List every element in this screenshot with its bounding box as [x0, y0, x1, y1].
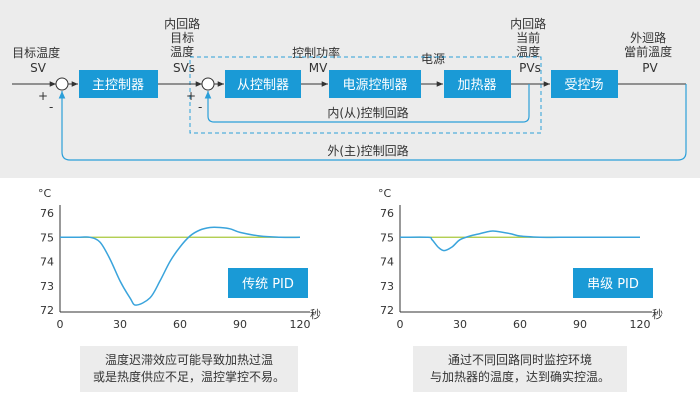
y-tick-label: 76 [380, 207, 394, 220]
inner-loop-label: 内(从)控制回路 [327, 105, 408, 120]
power-controller-label: 电源控制器 [342, 78, 407, 93]
master-controller-label: 主控制器 [92, 78, 144, 93]
pvs-label: 内回路 当前 温度 PVs [510, 16, 550, 75]
outer-feedback-loop [58, 84, 687, 161]
summing-junction-outer [55, 77, 69, 91]
x-tick-label: 120 [290, 318, 311, 331]
master-controller-block [79, 70, 158, 98]
y-unit-label: °C [378, 187, 392, 200]
heater-block [444, 70, 511, 98]
summing-junction-inner [201, 77, 215, 91]
x-tick-label: 0 [397, 318, 404, 331]
x-tick-label: 90 [573, 318, 587, 331]
caption-line: 或是热度供应不足，温控掌控不易。 [92, 370, 285, 384]
outer-loop-label: 外(主)控制回路 [327, 143, 408, 158]
x-tick-label: 60 [513, 318, 527, 331]
power-source-label: 电源 [421, 52, 445, 66]
x-tick-label: 60 [173, 318, 187, 331]
outer-plus-sign: + [38, 89, 48, 103]
heater-label: 加热器 [457, 78, 496, 93]
caption-line: 通过不同回路同时监控环境 [447, 353, 592, 367]
x-tick-label: 90 [233, 318, 247, 331]
chart-traditional-pid: °C 秒 76 75 74 73 720 30 60 90 120 传统 PID [38, 187, 321, 331]
temperature-curve [399, 230, 640, 252]
y-tick-label: 75 [40, 231, 54, 244]
inner-loop-dashed-box [189, 56, 542, 134]
badge-cascade-pid-label: 串级 PID [587, 277, 639, 292]
slave-controller-label: 从控制器 [237, 78, 289, 93]
plant-label: 受控场 [564, 78, 603, 93]
badge-cascade-pid [573, 268, 653, 298]
inner-minus-sign: - [198, 100, 202, 114]
outer-minus-sign: - [49, 100, 53, 114]
x-tick-label: 0 [57, 318, 64, 331]
y-tick-label: 73 [40, 280, 54, 293]
y-tick-label: 74 [380, 256, 394, 269]
badge-traditional-pid-label: 传统 PID [242, 277, 294, 292]
x-unit-label: 秒 [310, 307, 321, 321]
temperature-curve [60, 226, 301, 306]
caption-line: 温度迟滞效应可能导致加热过温 [104, 353, 273, 367]
y-tick-label: 76 [40, 207, 54, 220]
inner-feedback-loop [204, 84, 530, 123]
sv-label: 目标温度 SV [12, 45, 64, 75]
plant-block [551, 70, 618, 98]
y-unit-label: °C [38, 187, 52, 200]
pv-label: 外迴路 當前溫度 PV [624, 30, 676, 75]
inner-plus-sign: + [186, 89, 196, 103]
y-tick-label: 72 [40, 304, 54, 317]
x-tick-label: 30 [453, 318, 467, 331]
y-tick-label: 72 [380, 304, 394, 317]
power-controller-block [329, 70, 421, 98]
caption-line: 与加热器的温度，达到确实控温。 [429, 370, 610, 384]
slave-controller-block [225, 70, 301, 98]
caption-traditional-pid: 温度迟滞效应可能导致加热过温 或是热度供应不足，温控掌控不易。 [80, 346, 298, 392]
caption-cascade-pid: 通过不同回路同时监控环境 与加热器的温度，达到确实控温。 [413, 346, 627, 392]
svs-label: 内回路 目标 温度 SVs [164, 16, 204, 75]
y-tick-label: 74 [40, 256, 54, 269]
x-tick-label: 120 [630, 318, 651, 331]
x-tick-label: 30 [113, 318, 127, 331]
x-unit-label: 秒 [652, 307, 663, 321]
mv-label: 控制功率 MV [292, 45, 344, 75]
y-tick-label: 75 [380, 231, 394, 244]
badge-traditional-pid [228, 268, 308, 298]
chart-cascade-pid: °C 秒 76 75 74 73 720 30 60 90 120 串级 PID [378, 187, 663, 331]
y-tick-label: 73 [380, 280, 394, 293]
